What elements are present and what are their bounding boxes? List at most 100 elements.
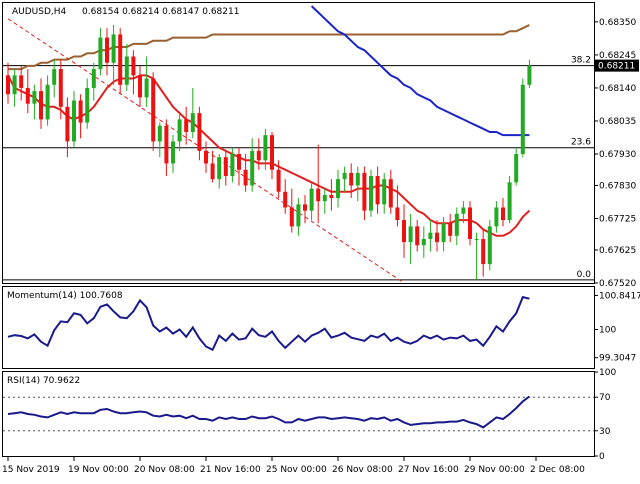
candle[interactable] xyxy=(520,78,525,158)
candle[interactable] xyxy=(454,207,459,246)
candle[interactable] xyxy=(289,188,294,233)
candle[interactable] xyxy=(12,69,17,107)
candle[interactable] xyxy=(402,204,406,258)
candle[interactable] xyxy=(428,220,433,252)
rsi-pane[interactable] xyxy=(2,371,595,457)
candle[interactable] xyxy=(105,28,109,76)
price-axis-tick-label: 0.68350 xyxy=(599,18,636,28)
candle[interactable] xyxy=(474,232,479,280)
candle[interactable] xyxy=(276,160,281,199)
candle[interactable] xyxy=(382,172,387,214)
candle[interactable] xyxy=(415,220,420,252)
candle[interactable] xyxy=(151,72,156,151)
candle[interactable] xyxy=(487,220,492,271)
candle[interactable] xyxy=(98,28,103,76)
candle[interactable] xyxy=(408,213,413,265)
candle[interactable] xyxy=(85,78,90,129)
candle[interactable] xyxy=(355,166,360,202)
candle[interactable] xyxy=(223,150,228,186)
candle[interactable] xyxy=(375,166,380,214)
candle[interactable] xyxy=(184,106,189,145)
candle[interactable] xyxy=(435,220,439,252)
candle[interactable] xyxy=(19,65,24,101)
candle-body xyxy=(336,179,340,199)
candle-body xyxy=(98,37,103,70)
candle-body xyxy=(388,179,393,208)
candle[interactable] xyxy=(204,141,208,173)
candle[interactable] xyxy=(78,94,83,139)
candle-body xyxy=(283,191,288,208)
candle[interactable] xyxy=(6,62,10,104)
candle[interactable] xyxy=(494,201,499,233)
candle[interactable] xyxy=(256,138,261,170)
candle[interactable] xyxy=(45,75,50,126)
candle[interactable] xyxy=(395,185,400,227)
candle[interactable] xyxy=(303,194,307,224)
candle[interactable] xyxy=(349,163,354,199)
candle-body xyxy=(197,113,202,151)
candle[interactable] xyxy=(296,198,301,236)
candle[interactable] xyxy=(65,97,70,158)
candle[interactable] xyxy=(124,43,129,92)
candle[interactable] xyxy=(250,138,255,192)
candle[interactable] xyxy=(138,65,142,107)
candle[interactable] xyxy=(118,28,123,95)
time-axis-label: 29 Nov 00:00 xyxy=(464,465,525,475)
candle[interactable] xyxy=(316,144,321,224)
candle[interactable] xyxy=(322,188,327,214)
candle[interactable] xyxy=(230,147,235,183)
candle[interactable] xyxy=(72,91,76,148)
candle[interactable] xyxy=(217,154,222,189)
candle-body xyxy=(296,204,301,227)
candle[interactable] xyxy=(237,147,241,186)
candle-body xyxy=(190,113,195,132)
candle[interactable] xyxy=(283,179,288,214)
candle[interactable] xyxy=(131,50,136,95)
candle[interactable] xyxy=(362,166,367,221)
candle[interactable] xyxy=(468,201,472,246)
candle[interactable] xyxy=(329,179,334,211)
candle[interactable] xyxy=(481,229,486,277)
candle[interactable] xyxy=(501,198,505,227)
fib-level-label: 38.2 xyxy=(571,56,591,66)
candle[interactable] xyxy=(336,169,340,208)
candle[interactable] xyxy=(210,150,215,183)
candle[interactable] xyxy=(263,128,268,170)
candle[interactable] xyxy=(111,25,116,85)
candle[interactable] xyxy=(527,59,532,88)
candle[interactable] xyxy=(342,166,347,192)
candle[interactable] xyxy=(91,62,96,101)
candle[interactable] xyxy=(52,59,57,98)
candle[interactable] xyxy=(507,176,512,224)
price-pane[interactable] xyxy=(2,2,595,284)
candle[interactable] xyxy=(461,201,466,224)
candle[interactable] xyxy=(441,216,446,252)
candle-body xyxy=(151,78,156,142)
candle[interactable] xyxy=(270,131,274,180)
candle[interactable] xyxy=(32,84,37,120)
candle[interactable] xyxy=(157,122,162,158)
price-axis-tick-label: 0.67830 xyxy=(599,181,636,191)
candle[interactable] xyxy=(388,169,393,214)
price-axis-tick-label: 0.68245 xyxy=(599,51,636,61)
candle[interactable] xyxy=(369,169,373,217)
candle[interactable] xyxy=(421,226,426,258)
candle[interactable] xyxy=(197,106,202,161)
candle[interactable] xyxy=(58,59,63,120)
candle[interactable] xyxy=(514,147,519,186)
candle[interactable] xyxy=(190,87,195,139)
candle[interactable] xyxy=(25,69,30,114)
momentum-pane[interactable] xyxy=(2,286,595,369)
candle-body xyxy=(164,125,169,164)
candle[interactable] xyxy=(39,78,43,129)
candle[interactable] xyxy=(243,154,248,192)
candle[interactable] xyxy=(164,119,169,177)
rsi-line xyxy=(7,395,531,429)
candle[interactable] xyxy=(144,56,149,107)
candle[interactable] xyxy=(448,213,453,243)
candle[interactable] xyxy=(171,135,175,173)
candle[interactable] xyxy=(309,182,314,221)
candle[interactable] xyxy=(177,113,182,151)
